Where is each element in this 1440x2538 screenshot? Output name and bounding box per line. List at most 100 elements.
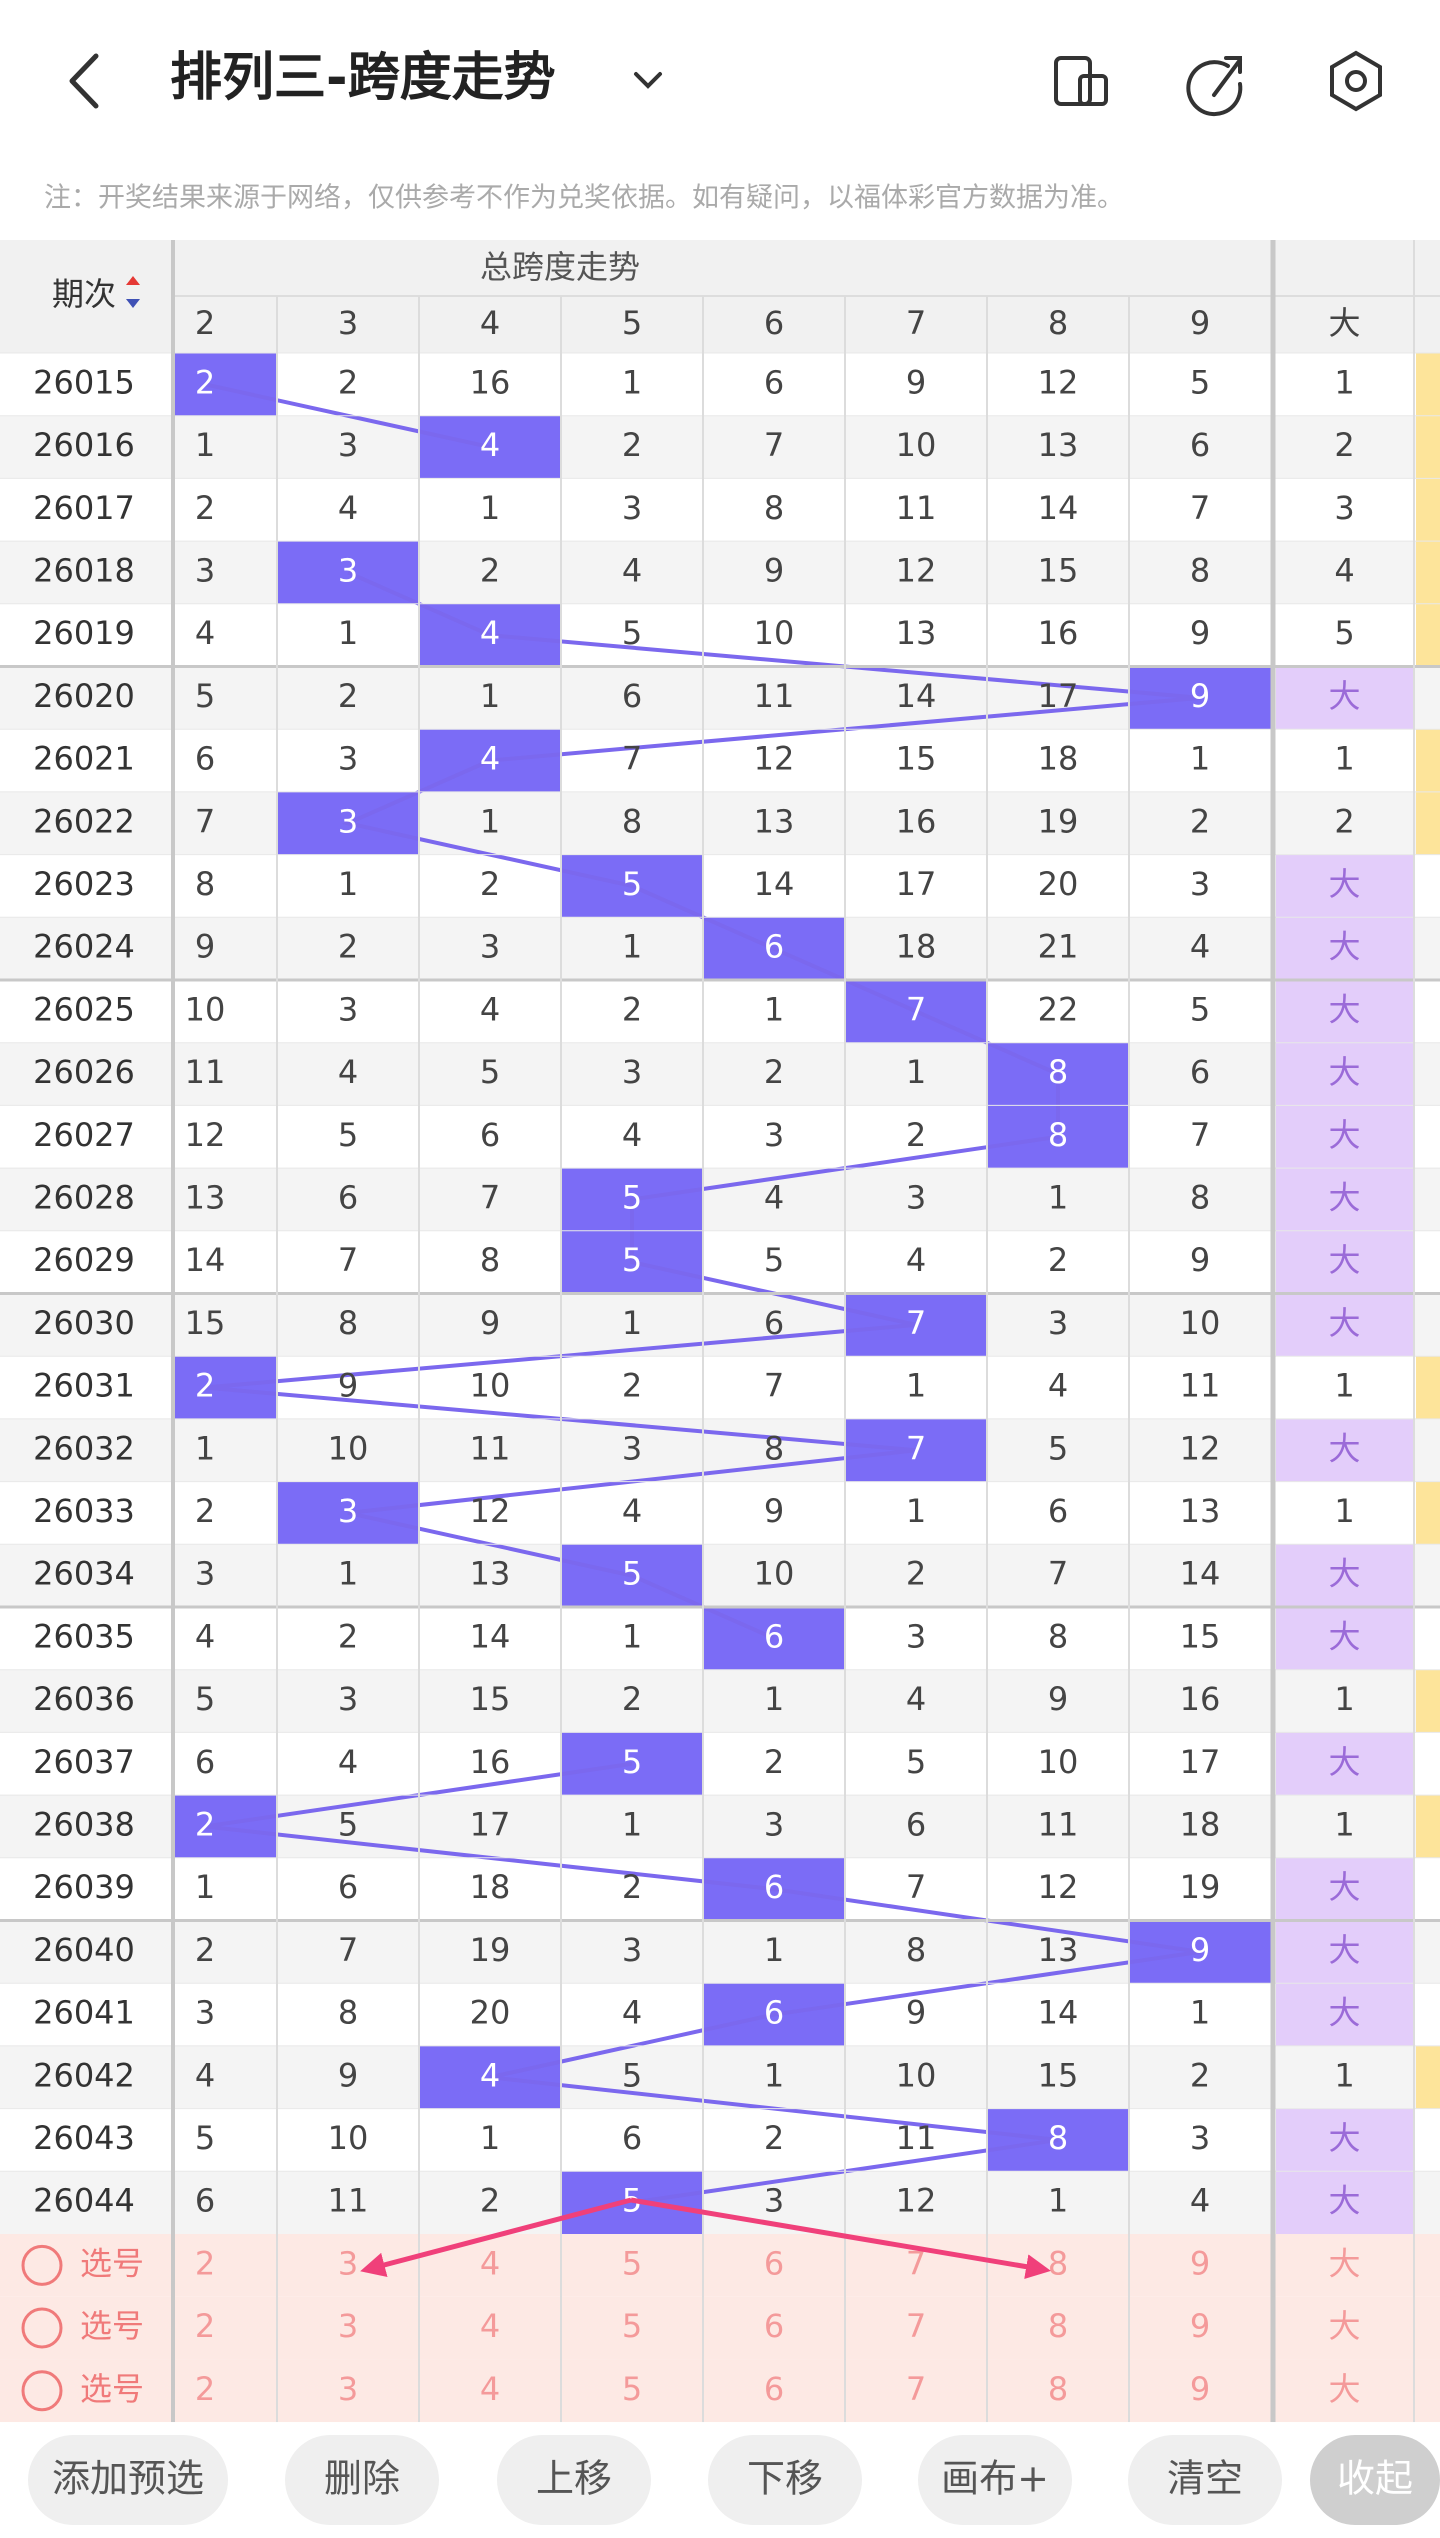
cell-value: 3 (338, 802, 358, 840)
cell-value: 11 (896, 489, 937, 527)
button[interactable] (918, 2435, 1072, 2525)
period: 26042 (33, 2056, 135, 2094)
cell-value: 4 (764, 1178, 784, 1216)
pick-value[interactable]: 9 (1190, 2370, 1210, 2408)
button-label[interactable]: 画布+ (941, 2457, 1049, 2501)
cell-value: 1 (622, 1617, 642, 1655)
button-label[interactable]: 下移 (747, 2457, 823, 2501)
pick-big[interactable]: 大 (1328, 2370, 1360, 2408)
cell-value: 3 (622, 1931, 642, 1969)
row-bg (0, 1293, 1440, 1357)
pick-radio[interactable] (21, 2244, 63, 2286)
button-bar: 添加预选 删除 上移 下移 画布+ 清空 收起 (0, 2422, 1440, 2538)
device-icon[interactable] (1054, 56, 1108, 106)
notice: 注：开奖结果来源于网络，仅供参考不作为兑奖依据。如有疑问，以福体彩官方数据为准。 (44, 183, 1124, 214)
pick-value[interactable]: 7 (906, 2244, 926, 2282)
button-label[interactable]: 上移 (536, 2457, 612, 2501)
pick-big[interactable]: 大 (1328, 2244, 1360, 2282)
row-bg (0, 541, 1440, 604)
cell-value: 1 (764, 990, 784, 1028)
pick-value[interactable]: 9 (1190, 2244, 1210, 2282)
back-button[interactable] (69, 53, 99, 109)
cell-value: 6 (1048, 1492, 1068, 1530)
column-header: 5 (622, 304, 642, 342)
pick-value[interactable]: 6 (764, 2307, 784, 2345)
cell-value: 3 (338, 426, 358, 464)
pick-value[interactable]: 4 (480, 2244, 500, 2282)
pick-radio[interactable] (21, 2307, 63, 2349)
pick-value[interactable]: 3 (338, 2244, 358, 2282)
pick-value[interactable]: 2 (195, 2244, 215, 2282)
button[interactable] (497, 2435, 651, 2525)
row-bg (0, 1669, 1440, 1733)
pick-value[interactable]: 4 (480, 2370, 500, 2408)
cell-value: 14 (470, 1617, 511, 1655)
pick-value[interactable]: 8 (1048, 2307, 1068, 2345)
pick-value[interactable]: 5 (622, 2307, 642, 2345)
pick-value[interactable]: 8 (1048, 2370, 1068, 2408)
button[interactable] (285, 2435, 439, 2525)
pick-value[interactable]: 7 (906, 2370, 926, 2408)
button-label[interactable]: 清空 (1167, 2457, 1243, 2501)
pick-big[interactable]: 大 (1328, 2307, 1360, 2345)
pick-value[interactable]: 5 (622, 2370, 642, 2408)
cell-value: 8 (1048, 1053, 1068, 1091)
big-cell (1276, 1230, 1413, 1294)
pick-value[interactable]: 6 (764, 2244, 784, 2282)
cell-value: 4 (195, 1617, 215, 1655)
cell-value: 3 (764, 1805, 784, 1843)
cell-value: 2 (195, 1805, 215, 1843)
big-value: 大 (1328, 1429, 1360, 1467)
big-value: 大 (1328, 1994, 1360, 2032)
pick-radio[interactable] (21, 2370, 63, 2412)
pick-value[interactable]: 8 (1048, 2244, 1068, 2282)
cell-value: 3 (764, 1116, 784, 1154)
button-label[interactable]: 收起 (1337, 2457, 1413, 2501)
period: 26030 (33, 1304, 135, 1342)
share-icon[interactable] (1186, 56, 1243, 117)
cell-value: 16 (470, 1743, 511, 1781)
side-strip (1416, 1481, 1440, 1545)
big-cell (1276, 666, 1413, 730)
cell-value: 6 (338, 1868, 358, 1906)
button-label[interactable]: 删除 (324, 2457, 400, 2501)
cell-value: 4 (622, 551, 642, 589)
pick-value[interactable]: 4 (480, 2307, 500, 2345)
pick-value[interactable]: 5 (622, 2244, 642, 2282)
button[interactable] (708, 2435, 862, 2525)
cell-value: 10 (1038, 1743, 1079, 1781)
cell-value: 3 (1190, 2119, 1210, 2157)
cell-value: 1 (195, 1429, 215, 1467)
settings-icon[interactable] (1330, 50, 1382, 112)
pick-value[interactable]: 6 (764, 2370, 784, 2408)
cell-value: 2 (195, 1492, 215, 1530)
cell-value: 1 (906, 1053, 926, 1091)
button-label[interactable]: 添加预选 (52, 2457, 204, 2501)
cell-value: 7 (906, 1304, 926, 1342)
cell-value: 8 (1048, 2119, 1068, 2157)
pick-value[interactable]: 7 (906, 2307, 926, 2345)
pick-value[interactable]: 2 (195, 2307, 215, 2345)
big-cell (1276, 2108, 1413, 2172)
pick-value[interactable]: 9 (1190, 2307, 1210, 2345)
button[interactable] (1310, 2435, 1440, 2525)
row-bg (0, 2171, 1440, 2234)
cell-value: 19 (1180, 1868, 1221, 1906)
period: 26017 (33, 489, 135, 527)
pick-value[interactable]: 2 (195, 2370, 215, 2408)
cell-value: 12 (754, 740, 795, 778)
title-dropdown[interactable] (634, 72, 662, 89)
period: 26036 (33, 1680, 135, 1718)
pick-value[interactable]: 3 (338, 2370, 358, 2408)
button[interactable] (28, 2435, 228, 2525)
cell-value: 1 (622, 1805, 642, 1843)
button[interactable] (1128, 2435, 1282, 2525)
cell-value: 9 (195, 928, 215, 966)
side-strip (1416, 1356, 1440, 1419)
cell-value: 1 (480, 802, 500, 840)
side-strip (1416, 541, 1440, 604)
big-cell (1276, 1607, 1413, 1670)
pick-value[interactable]: 3 (338, 2307, 358, 2345)
cell-value: 5 (338, 1805, 358, 1843)
cell-value: 3 (195, 1555, 215, 1593)
